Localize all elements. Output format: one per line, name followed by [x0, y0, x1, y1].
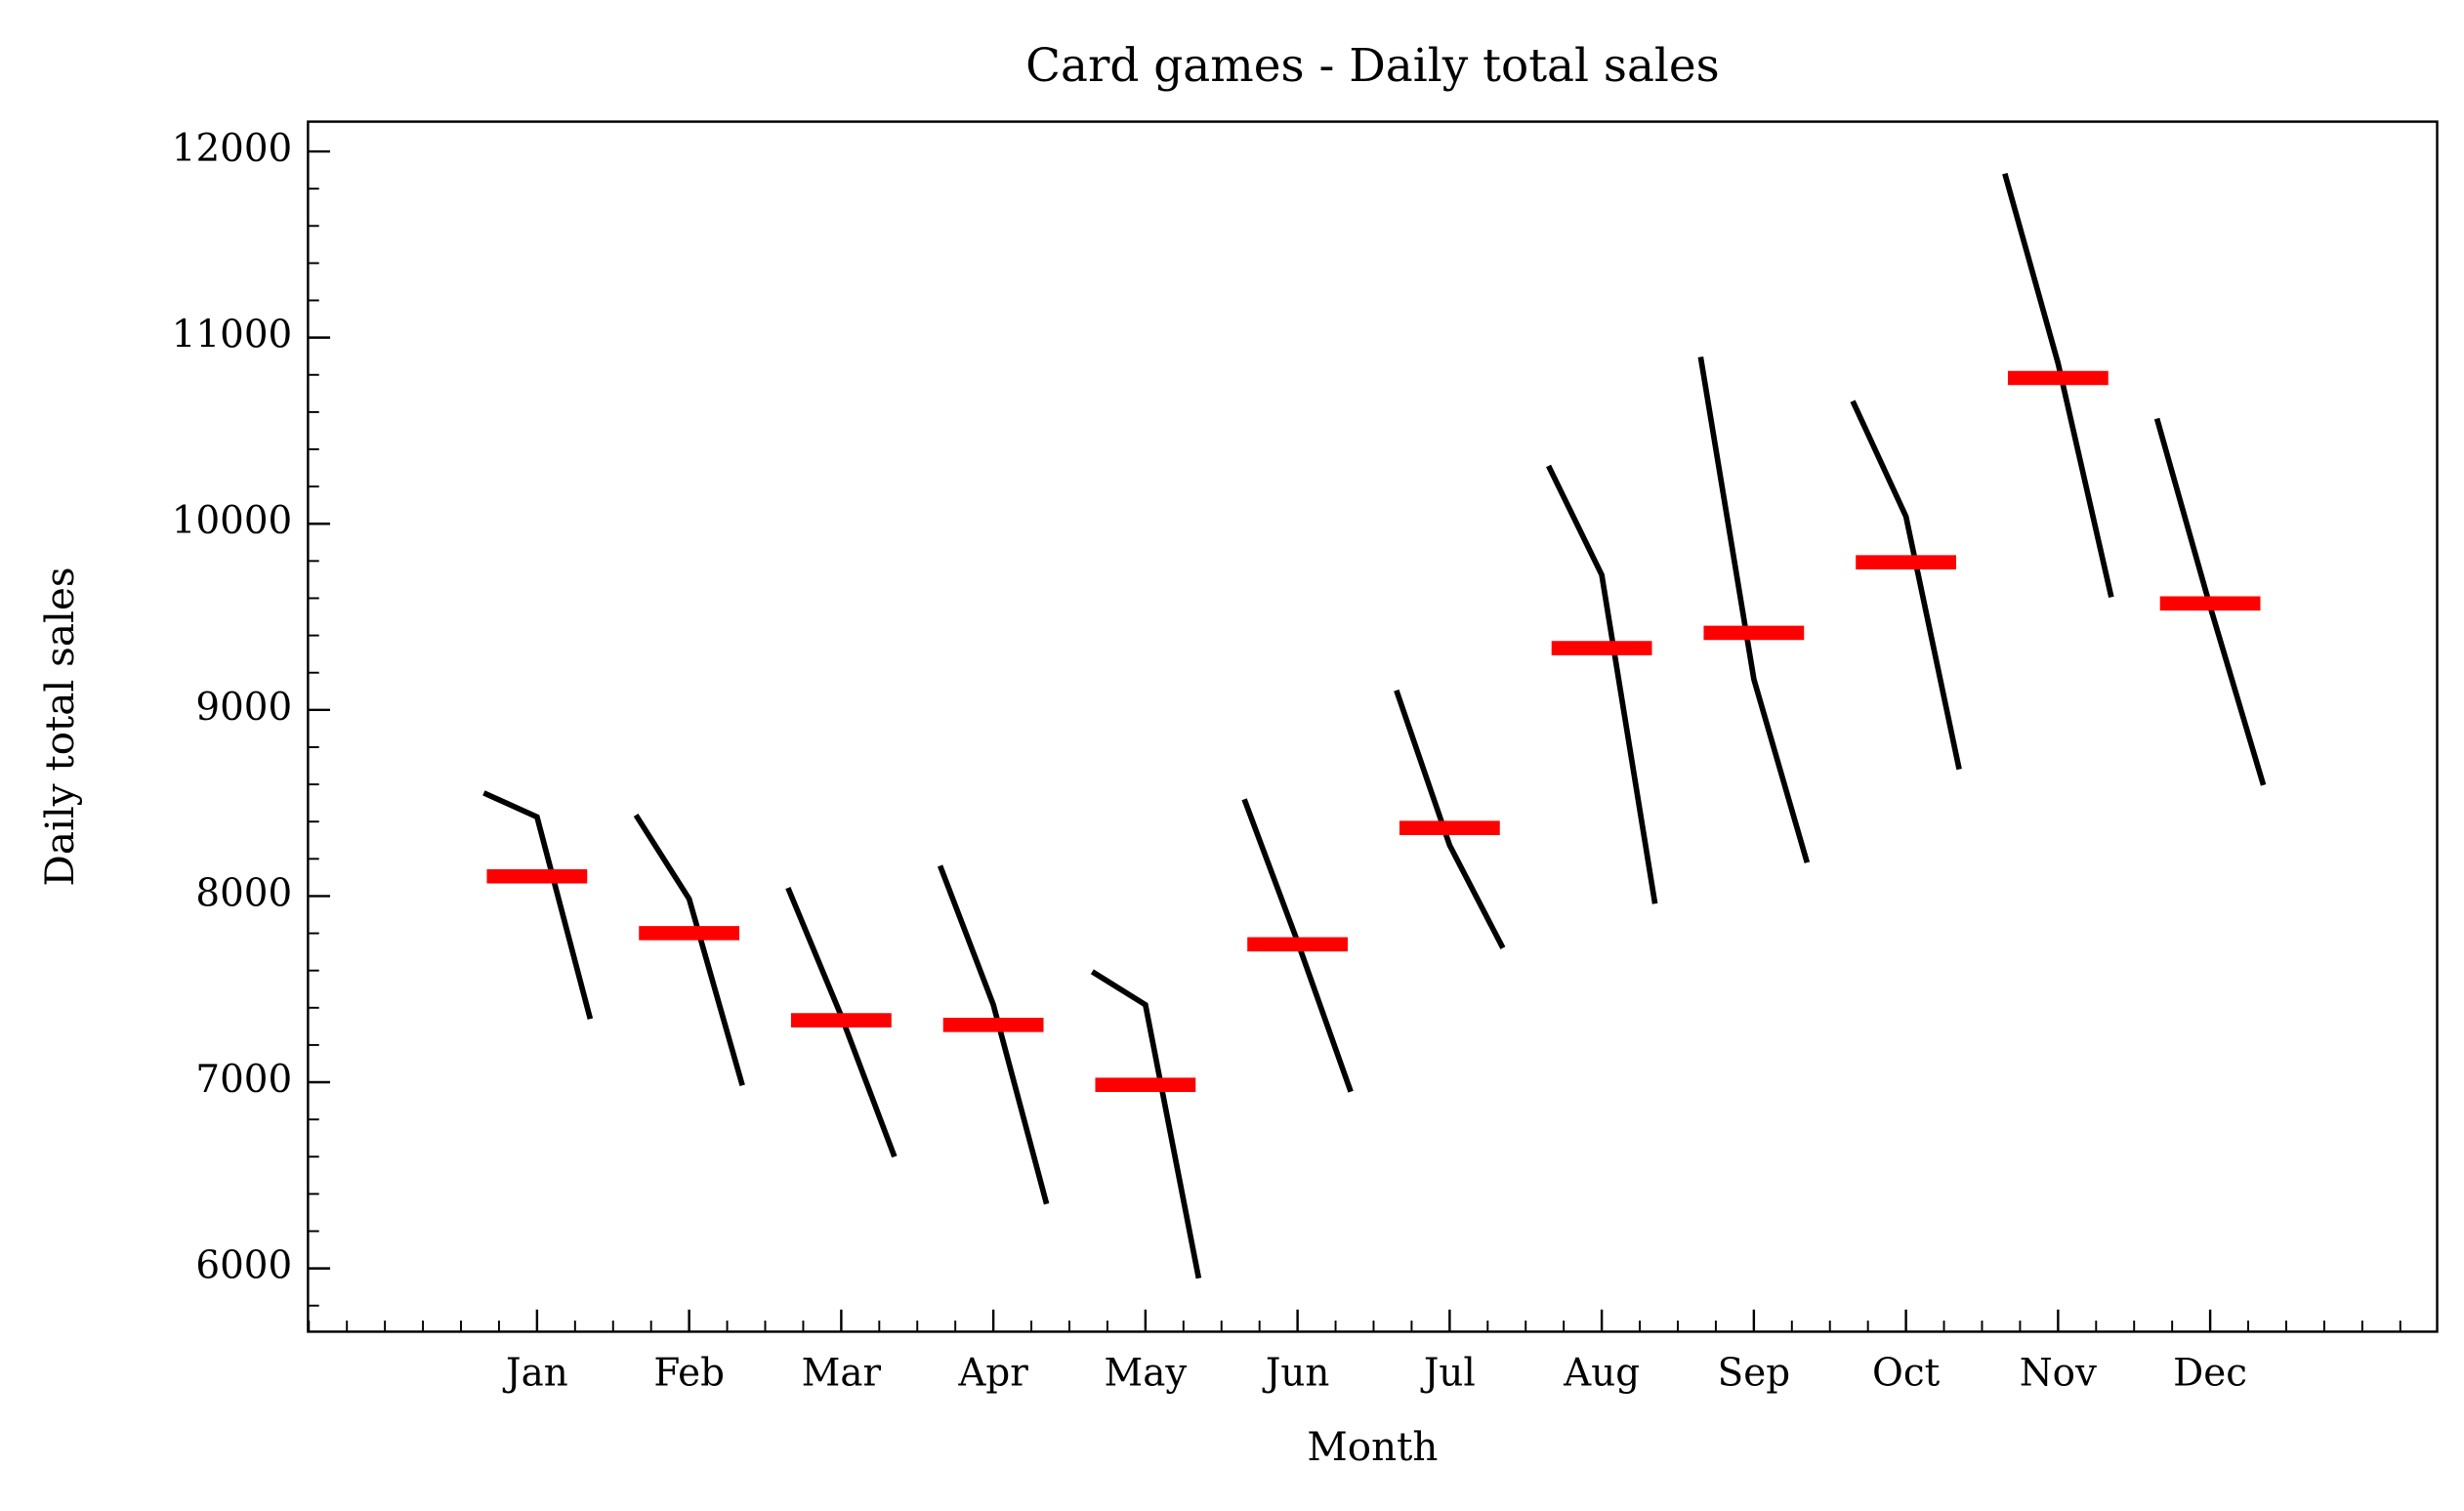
- x-tick-label: Oct: [1872, 1352, 1941, 1396]
- subseries-line: [1546, 464, 1658, 904]
- subseries-line: [482, 790, 594, 1020]
- y-tick-label: 11000: [172, 314, 292, 357]
- subseries-line: [633, 813, 745, 1087]
- x-tick-label: Jul: [1420, 1352, 1476, 1396]
- y-tick-label: 9000: [195, 686, 292, 730]
- subseries-line: [1850, 399, 1962, 771]
- subseries-line: [1394, 689, 1506, 949]
- chart-title: Card games - Daily total sales: [1025, 39, 1720, 93]
- x-tick-label: Apr: [957, 1352, 1028, 1396]
- x-tick-label: Mar: [802, 1352, 882, 1396]
- x-tick-label: Jun: [1262, 1352, 1330, 1396]
- y-tick-label: 10000: [172, 499, 292, 543]
- subseries-line: [2002, 172, 2114, 598]
- y-axis-label: Daily total sales: [36, 567, 83, 886]
- y-tick-label: 8000: [195, 871, 292, 915]
- subseries-line: [937, 864, 1050, 1205]
- plot-frame: [307, 120, 2439, 1333]
- y-tick-label: 7000: [195, 1058, 292, 1102]
- x-tick-label: Aug: [1563, 1352, 1640, 1396]
- subseries-line: [1090, 969, 1202, 1280]
- y-tick-label: 12000: [172, 127, 292, 171]
- x-tick-label: Sep: [1718, 1352, 1790, 1396]
- x-tick-label: Nov: [2020, 1352, 2097, 1396]
- x-tick-label: May: [1104, 1352, 1187, 1396]
- x-tick-label: Dec: [2173, 1352, 2247, 1396]
- y-tick-label: 6000: [195, 1244, 292, 1288]
- x-axis-label: Month: [1307, 1423, 1438, 1470]
- subseries-line: [1697, 357, 1811, 863]
- x-tick-label: Jan: [502, 1352, 568, 1396]
- x-tick-label: Feb: [653, 1352, 725, 1396]
